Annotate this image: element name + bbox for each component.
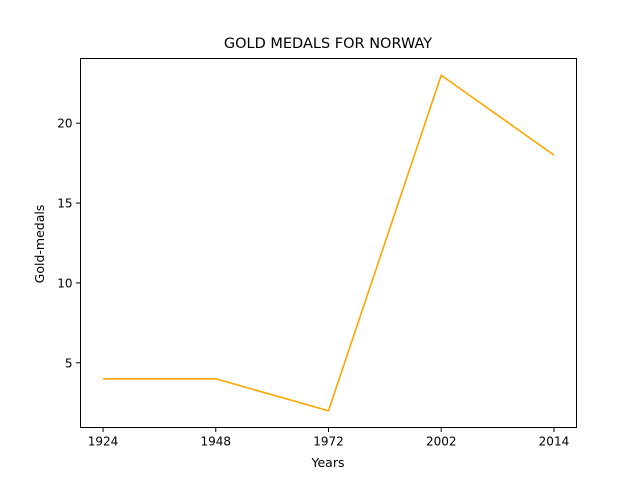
y-tick-label: 5 bbox=[65, 356, 73, 370]
y-axis-ticks: 5 10 15 20 bbox=[57, 117, 81, 370]
x-tick-label: 2002 bbox=[426, 435, 457, 449]
plot-frame bbox=[80, 58, 577, 428]
data-point bbox=[553, 154, 555, 156]
data-point bbox=[440, 74, 442, 76]
x-tick-label: 1972 bbox=[313, 435, 344, 449]
y-tick-label: 20 bbox=[57, 117, 72, 131]
x-tick-label: 1948 bbox=[200, 435, 231, 449]
y-tick-label: 15 bbox=[57, 197, 72, 211]
x-axis-ticks: 1924 1948 1972 2002 2014 bbox=[88, 427, 570, 449]
chart-title: GOLD MEDALS FOR NORWAY bbox=[224, 36, 432, 52]
series-line bbox=[103, 74, 555, 412]
data-point bbox=[215, 378, 217, 380]
y-axis-label: Gold-medals bbox=[32, 205, 47, 284]
x-tick-label: 2014 bbox=[539, 435, 570, 449]
series-layer bbox=[102, 74, 555, 412]
y-tick-label: 10 bbox=[57, 276, 72, 290]
x-axis-label: Years bbox=[311, 455, 345, 470]
data-point bbox=[328, 410, 330, 412]
data-point bbox=[102, 378, 104, 380]
x-tick-label: 1924 bbox=[88, 435, 119, 449]
